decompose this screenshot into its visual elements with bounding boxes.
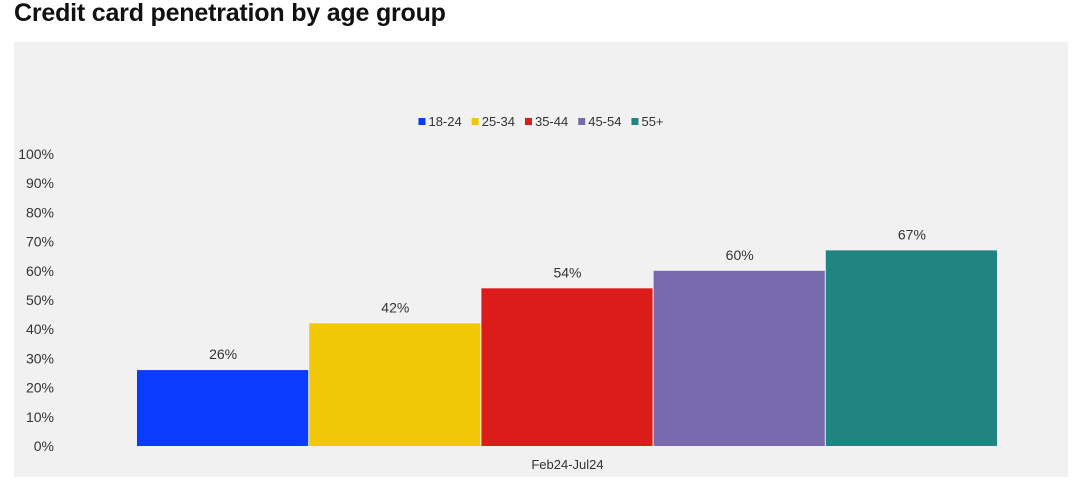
bars [137, 250, 997, 446]
legend-item: 25-34 [471, 114, 515, 129]
y-tick-label: 90% [26, 175, 54, 191]
data-labels: 26% 42% 54% 60% 67% [209, 226, 926, 362]
legend-item: 45-54 [578, 114, 621, 129]
y-tick-label: 80% [26, 204, 54, 220]
legend: 18-24 25-34 35-44 45-54 55+ [418, 114, 664, 129]
y-tick-label: 100% [18, 146, 54, 162]
legend-swatch [578, 118, 586, 125]
data-label: 26% [209, 346, 237, 362]
legend-item: 18-24 [418, 114, 462, 129]
y-tick-label: 30% [26, 350, 54, 366]
y-tick-label: 60% [26, 263, 54, 279]
y-tick-label: 50% [26, 292, 54, 308]
bar-35-44 [481, 288, 653, 446]
data-label: 60% [726, 247, 754, 263]
legend-swatch [418, 118, 426, 125]
data-label: 42% [381, 299, 409, 315]
y-tick-label: 0% [34, 438, 54, 454]
legend-item: 35-44 [524, 114, 568, 129]
legend-label: 25-34 [482, 114, 515, 129]
x-tick-label: Feb24-Jul24 [531, 457, 603, 472]
legend-swatch [524, 118, 532, 125]
legend-swatch [631, 118, 639, 125]
legend-label: 55+ [641, 114, 663, 129]
y-tick-label: 40% [26, 321, 54, 337]
legend-item: 55+ [631, 114, 664, 129]
bar-18-24 [137, 370, 309, 446]
y-axis: 0% 10% 20% 30% 40% 50% 60% 70% 80% 90% 100% [18, 146, 54, 454]
chart-title: Credit card penetration by age group [14, 0, 446, 27]
bar-45-54 [653, 270, 825, 446]
data-label: 54% [553, 264, 581, 280]
y-tick-label: 20% [26, 380, 54, 396]
data-label: 67% [898, 226, 926, 242]
bar-55plus [825, 250, 997, 446]
x-axis: Feb24-Jul24 [531, 457, 603, 472]
legend-label: 18-24 [428, 114, 461, 129]
legend-label: 45-54 [588, 114, 621, 129]
legend-label: 35-44 [535, 114, 568, 129]
bar-25-34 [309, 323, 481, 446]
y-tick-label: 70% [26, 234, 54, 250]
y-tick-label: 10% [26, 409, 54, 425]
legend-swatch [471, 118, 479, 125]
